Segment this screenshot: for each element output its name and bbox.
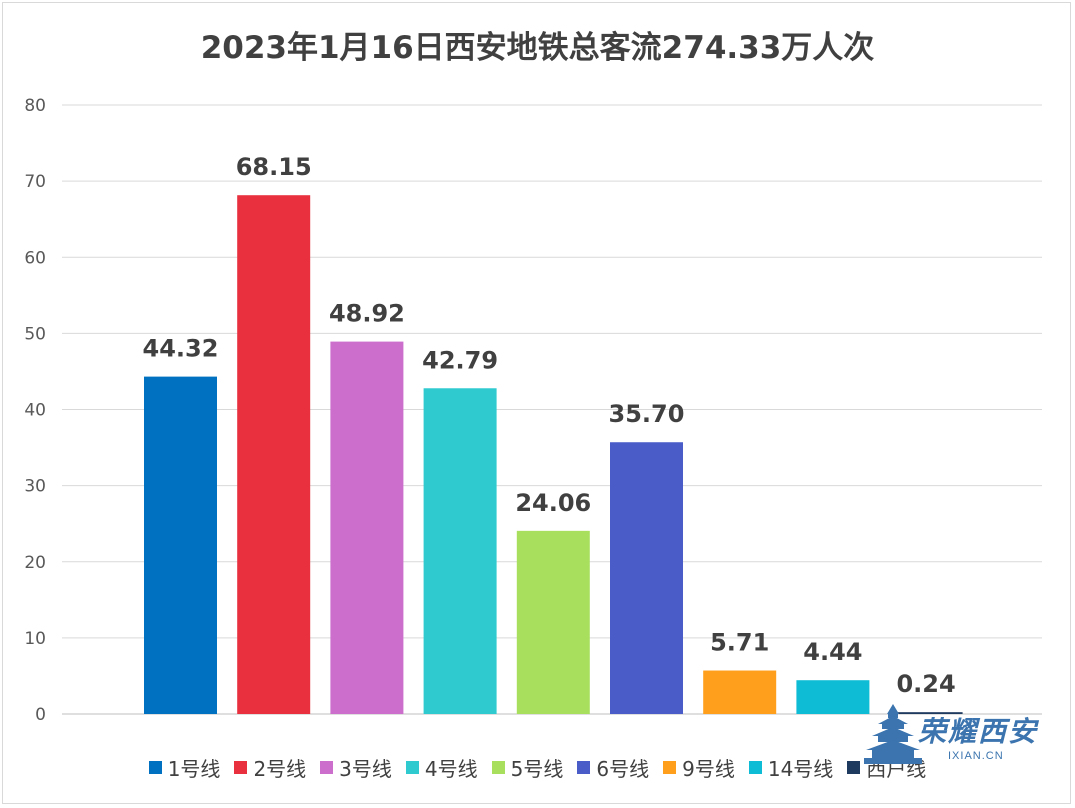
data-label: 5.71 <box>710 629 769 657</box>
legend-item: 5号线 <box>491 753 564 782</box>
legend-label: 2号线 <box>253 756 307 781</box>
bar-8 <box>796 680 870 714</box>
data-label: 44.32 <box>143 335 219 363</box>
y-tick-label: 50 <box>24 324 46 344</box>
data-label: 42.79 <box>422 346 498 374</box>
legend-swatch <box>148 760 162 774</box>
bar-1 <box>144 376 217 714</box>
bar-6 <box>610 442 683 714</box>
legend-swatch <box>748 760 762 774</box>
legend-item: 6号线 <box>577 753 649 782</box>
chart-title: 2023年1月16日西安地铁总客流274.33万人次 <box>200 30 875 66</box>
legend-item: 1号线 <box>148 753 221 782</box>
chart-legend: 1号线 2号线 3号线 4号线 5号线 6号线 9号线 14号线 西户线 <box>0 750 1075 784</box>
data-label: 35.70 <box>609 400 685 428</box>
data-label: 68.15 <box>236 153 312 181</box>
legend-swatch <box>663 760 677 774</box>
data-label: 0.24 <box>896 670 955 698</box>
legend-item: 14号线 <box>748 753 834 782</box>
legend-swatch <box>405 760 419 774</box>
legend-item: 4号线 <box>405 753 478 782</box>
bar-7 <box>703 670 777 714</box>
y-tick-label: 20 <box>24 553 46 573</box>
bar-9 <box>889 712 963 714</box>
legend-label: 9号线 <box>682 756 735 781</box>
watermark-text: 荣耀西安 <box>918 715 1039 748</box>
legend-label: 5号线 <box>510 756 564 781</box>
legend-swatch <box>577 760 591 774</box>
y-tick-label: 0 <box>35 705 46 725</box>
legend-label: 6号线 <box>596 756 650 781</box>
y-tick-label: 60 <box>24 248 46 268</box>
legend-swatch <box>320 760 334 774</box>
legend-label: 1号线 <box>167 756 221 781</box>
legend-item: 9号线 <box>663 753 735 782</box>
legend-swatch <box>847 760 861 774</box>
y-tick-label: 40 <box>24 401 46 421</box>
legend-label: 3号线 <box>339 756 392 781</box>
y-tick-label: 70 <box>24 172 46 192</box>
legend-label: 4号线 <box>424 756 478 781</box>
watermark-logo: 荣耀西安 IXIAN.CN <box>858 700 1058 780</box>
data-label: 4.44 <box>803 638 862 666</box>
y-tick-label: 80 <box>24 96 46 116</box>
legend-item: 2号线 <box>234 753 306 782</box>
bar-3 <box>330 341 404 714</box>
data-label: 48.92 <box>329 300 405 328</box>
bar-5 <box>516 530 590 714</box>
legend-swatch <box>491 760 505 774</box>
bar-4 <box>423 388 497 714</box>
tower-icon <box>864 704 922 764</box>
legend-label: 14号线 <box>767 756 834 781</box>
data-label: 24.06 <box>515 489 591 517</box>
legend-swatch <box>234 760 248 774</box>
watermark-url: IXIAN.CN <box>948 750 1004 762</box>
bar-2 <box>237 195 311 714</box>
legend-item: 3号线 <box>320 753 392 782</box>
y-tick-label: 30 <box>24 477 46 497</box>
y-tick-label: 10 <box>24 629 46 649</box>
